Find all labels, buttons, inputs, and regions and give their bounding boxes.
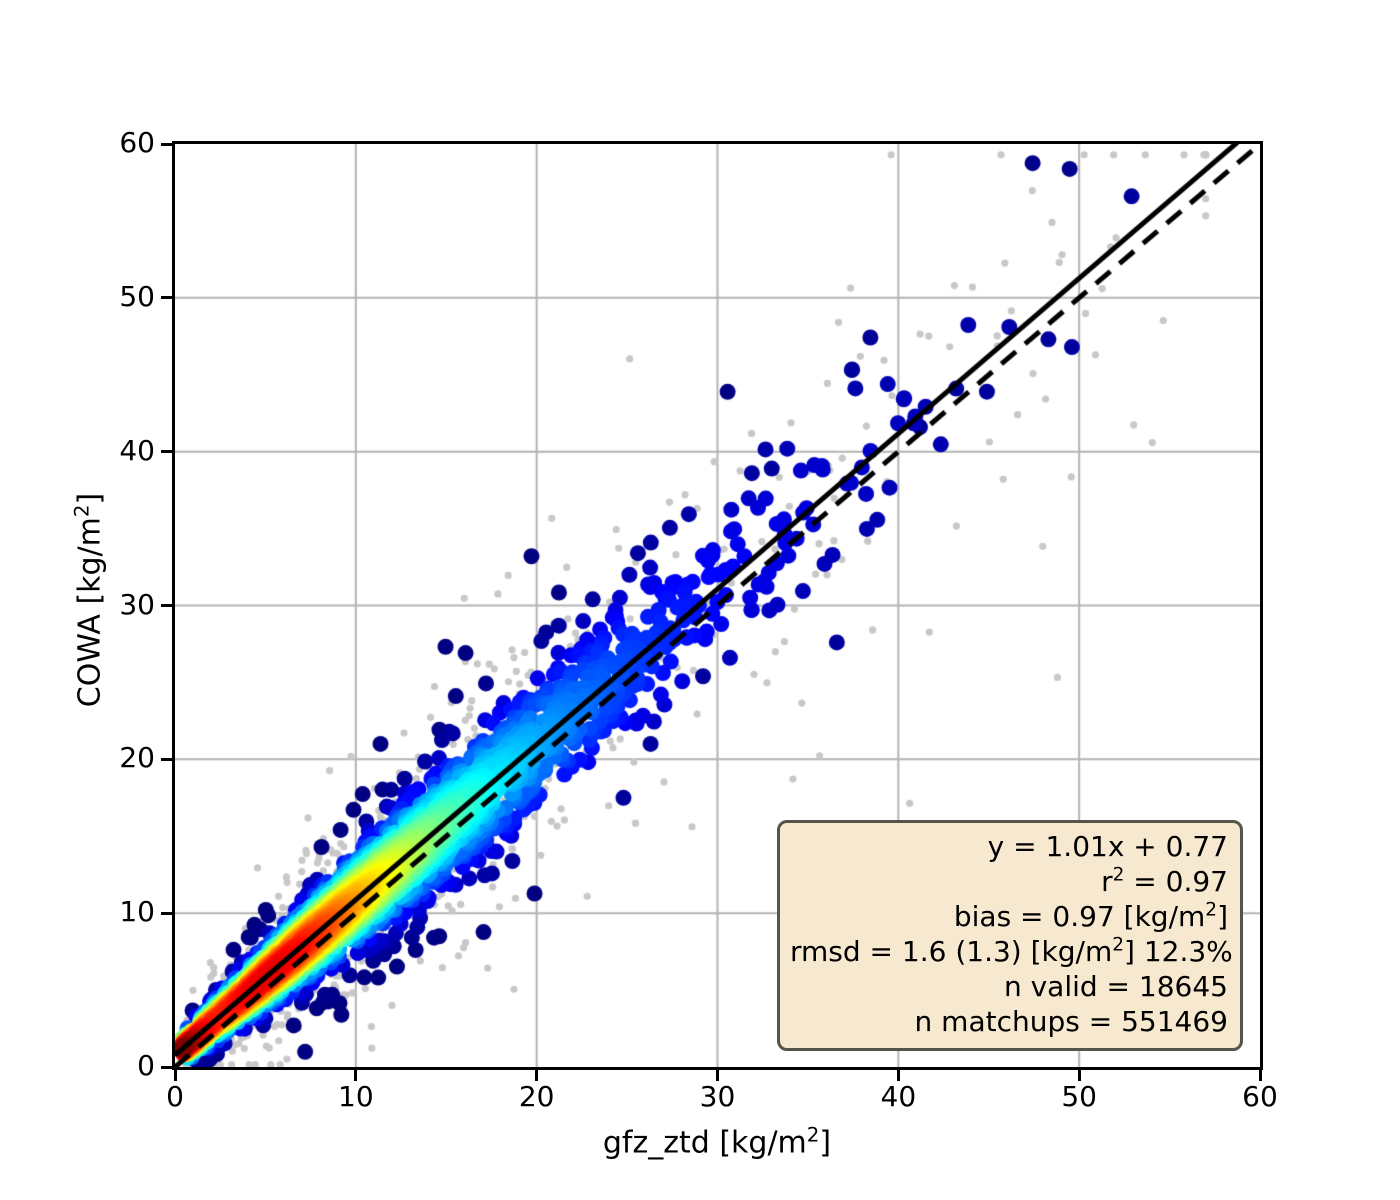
y-tick-label: 10 [119,895,155,929]
y-tick-mark [161,142,172,146]
x-tick-label: 40 [880,1080,917,1113]
y-tick-label: 30 [119,587,155,621]
x-axis-label: gfz_ztd [kg/m2] [602,1123,832,1161]
x-tick-mark [1258,1070,1262,1081]
x-tick-label: 60 [1242,1080,1278,1113]
x-tick-label: 20 [518,1080,555,1113]
x-tick-mark [535,1070,539,1081]
plot-area: y = 1.01x + 0.77 r2 = 0.97 bias = 0.97 [kg… [172,141,1263,1070]
stats-line: n matchups = 551469 [914,1005,1228,1038]
y-tick-label: 40 [119,433,155,467]
x-tick-label: 10 [338,1080,374,1113]
x-tick-mark [896,1070,900,1081]
y-axis-label: COWA [kg/m2] [70,492,108,708]
y-tick-mark [161,757,172,761]
superscript: 2 [1112,934,1125,956]
y-tick-mark [161,450,172,454]
x-tick-mark [173,1070,177,1081]
superscript: 2 [70,504,94,518]
y-tick-mark [161,911,172,915]
y-tick-label: 60 [119,126,155,159]
x-tick-mark [1077,1070,1081,1081]
y-tick-mark [161,604,172,607]
stats-line: y = 1.01x + 0.77 [987,830,1228,863]
y-tick-label: 0 [137,1049,155,1082]
y-tick-label: 20 [119,741,155,775]
x-tick-label: 50 [1061,1080,1097,1113]
y-tick-mark [161,296,172,300]
x-tick-mark [354,1070,358,1081]
stats-line: bias = 0.97 [kg/m2] [953,899,1228,933]
superscript: 2 [1205,899,1218,921]
superscript: 2 [1112,864,1125,886]
x-tick-mark [716,1070,719,1081]
y-tick-label: 50 [119,279,155,313]
stats-line: r2 = 0.97 [1101,864,1228,898]
x-tick-label: 0 [166,1080,184,1113]
x-tick-label: 30 [699,1080,736,1113]
stats-line: rmsd = 1.6 (1.3) [kg/m2] 12.3% [790,934,1233,968]
superscript: 2 [806,1123,820,1147]
y-tick-mark [161,1065,172,1069]
stats-box: y = 1.01x + 0.77 r2 = 0.97 bias = 0.97 [kg… [777,820,1243,1051]
stats-line: n valid = 18645 [1003,970,1228,1003]
